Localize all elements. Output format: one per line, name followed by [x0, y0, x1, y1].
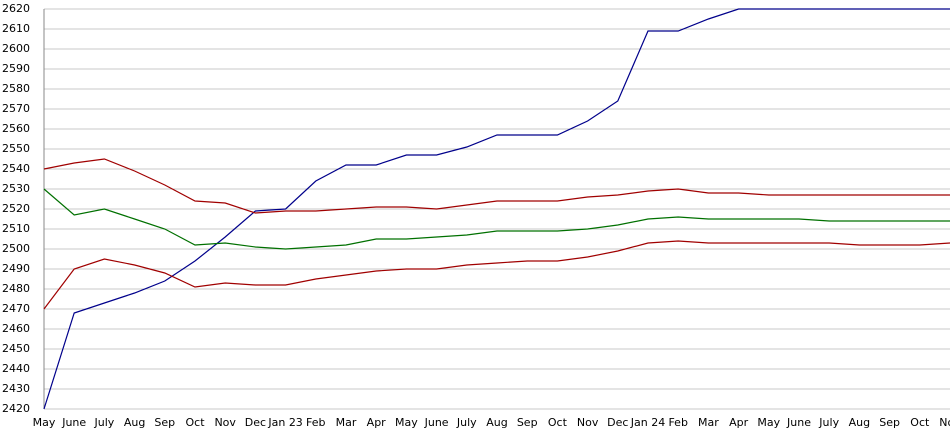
- x-tick-label: Oct: [910, 416, 930, 429]
- x-tick-label: May: [757, 416, 780, 429]
- x-tick-label: July: [818, 416, 839, 429]
- x-tick-label: Jan 23: [267, 416, 302, 429]
- y-tick-label: 2600: [2, 42, 30, 55]
- x-tick-label: Nov: [214, 416, 236, 429]
- x-tick-label: Feb: [668, 416, 687, 429]
- x-tick-label: Aug: [486, 416, 507, 429]
- y-tick-label: 2540: [2, 162, 30, 175]
- x-tick-label: Apr: [367, 416, 387, 429]
- x-tick-label: Aug: [849, 416, 870, 429]
- x-tick-label: June: [61, 416, 86, 429]
- y-tick-label: 2420: [2, 402, 30, 415]
- x-tick-label: Dec: [607, 416, 628, 429]
- y-tick-label: 2460: [2, 322, 30, 335]
- x-tick-label: May: [33, 416, 56, 429]
- x-tick-label: May: [395, 416, 418, 429]
- y-tick-label: 2530: [2, 182, 30, 195]
- x-tick-label: Sep: [879, 416, 900, 429]
- x-tick-label: Mar: [336, 416, 357, 429]
- x-tick-label: June: [424, 416, 449, 429]
- y-tick-label: 2560: [2, 122, 30, 135]
- x-tick-label: July: [94, 416, 115, 429]
- x-tick-label: Dec: [245, 416, 266, 429]
- x-tick-label: Mar: [698, 416, 719, 429]
- x-tick-label: Apr: [729, 416, 749, 429]
- y-tick-label: 2450: [2, 342, 30, 355]
- y-tick-label: 2570: [2, 102, 30, 115]
- x-tick-label: Nov: [577, 416, 599, 429]
- x-tick-label: Sep: [517, 416, 538, 429]
- y-tick-label: 2500: [2, 242, 30, 255]
- y-tick-label: 2520: [2, 202, 30, 215]
- x-tick-label: Feb: [306, 416, 325, 429]
- y-tick-label: 2510: [2, 222, 30, 235]
- y-tick-label: 2470: [2, 302, 30, 315]
- y-tick-label: 2580: [2, 82, 30, 95]
- x-tick-label: Jan 24: [630, 416, 665, 429]
- y-tick-label: 2430: [2, 382, 30, 395]
- series-line: [43, 8, 950, 410]
- y-tick-label: 2620: [2, 2, 30, 15]
- x-tick-label: July: [456, 416, 477, 429]
- x-tick-label: Aug: [124, 416, 145, 429]
- series-line: [43, 158, 950, 214]
- y-tick-label: 2490: [2, 262, 30, 275]
- y-tick-label: 2590: [2, 62, 30, 75]
- series-line: [43, 188, 950, 250]
- x-tick-label: June: [786, 416, 811, 429]
- y-tick-label: 2550: [2, 142, 30, 155]
- x-tick-label: Oct: [185, 416, 205, 429]
- x-tick-label: Nov: [939, 416, 950, 429]
- y-tick-label: 2610: [2, 22, 30, 35]
- series-line: [43, 240, 950, 310]
- x-tick-label: Oct: [548, 416, 568, 429]
- y-tick-label: 2440: [2, 362, 30, 375]
- y-tick-label: 2480: [2, 282, 30, 295]
- x-tick-label: Sep: [154, 416, 175, 429]
